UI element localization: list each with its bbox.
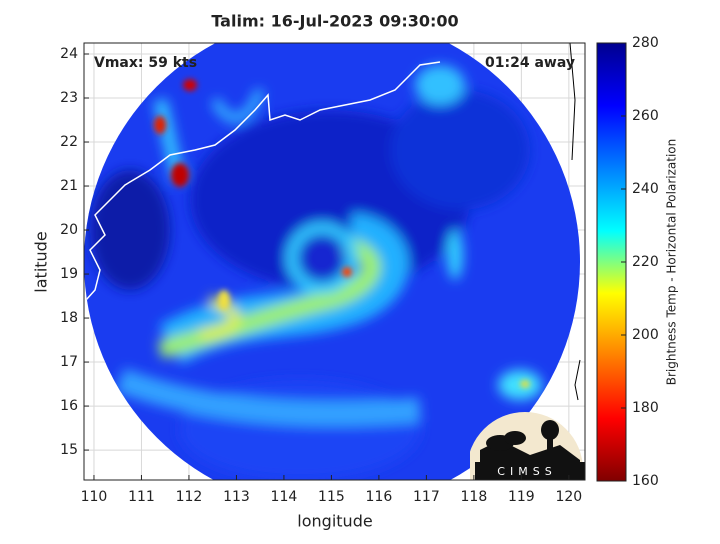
- colorbar-tick-label: 280: [632, 35, 659, 51]
- colorbar-tick-label: 260: [632, 108, 659, 124]
- y-axis-label: latitude: [32, 231, 51, 292]
- x-tick-label: 110: [81, 489, 108, 505]
- colorbar-tick-label: 160: [632, 473, 659, 489]
- y-tick-label: 16: [60, 398, 78, 414]
- x-tick-label: 120: [555, 489, 582, 505]
- x-tick-label: 114: [271, 489, 298, 505]
- chart-title: Talim: 16-Jul-2023 09:30:00: [211, 12, 458, 31]
- y-tick-label: 17: [60, 354, 78, 370]
- plot-frame: [83, 42, 586, 481]
- y-tick-label: 18: [60, 310, 78, 326]
- cimss-logo: [470, 412, 585, 480]
- y-tick-label: 22: [60, 134, 78, 150]
- x-tick-label: 115: [318, 489, 345, 505]
- annotation: Vmax: 59 kts: [94, 55, 197, 71]
- x-tick-label: 119: [508, 489, 535, 505]
- y-tick-label: 19: [60, 266, 78, 282]
- y-tick-label: 23: [60, 90, 78, 106]
- colorbar-tick-label: 240: [632, 181, 659, 197]
- x-tick-label: 118: [461, 489, 488, 505]
- colorbar-tick-label: 180: [632, 400, 659, 416]
- colorbar-tick-label: 200: [632, 327, 659, 343]
- y-tick-label: 24: [60, 46, 78, 62]
- colorbar-tick-label: 220: [632, 254, 659, 270]
- x-axis-label: longitude: [297, 512, 372, 531]
- logo-text: CIMSS: [497, 465, 556, 478]
- colorbar-label: Brightness Temp - Horizontal Polarizatio…: [665, 139, 679, 386]
- annotation: 01:24 away: [485, 55, 575, 71]
- satellite-image: CIMSS: [84, 43, 585, 480]
- y-tick-label: 21: [60, 178, 78, 194]
- x-tick-label: 111: [128, 489, 155, 505]
- y-tick-label: 15: [60, 442, 78, 458]
- x-tick-label: 113: [223, 489, 250, 505]
- x-tick-label: 112: [176, 489, 203, 505]
- y-tick-label: 20: [60, 222, 78, 238]
- x-tick-label: 116: [366, 489, 393, 505]
- x-tick-label: 117: [413, 489, 440, 505]
